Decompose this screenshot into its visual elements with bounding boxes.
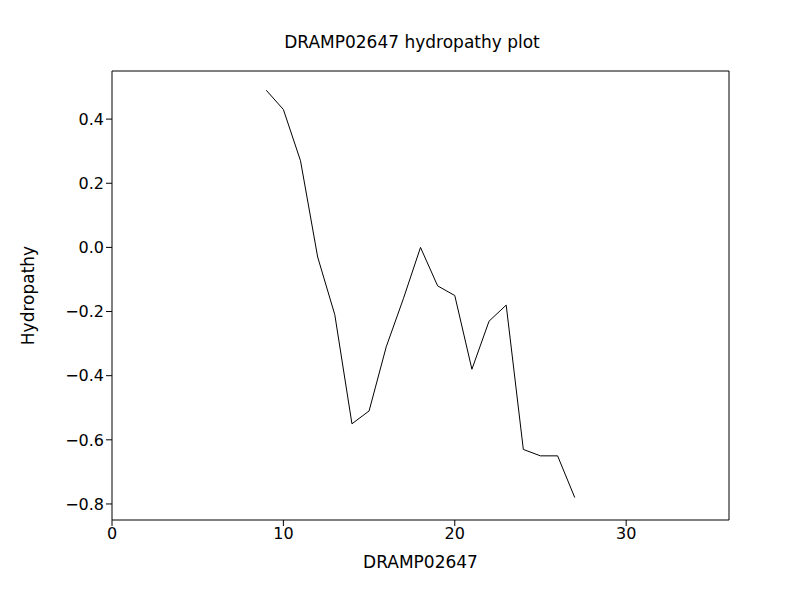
svg-text:−0.6: −0.6 [65,431,104,450]
svg-text:0: 0 [107,524,117,543]
svg-text:0.4: 0.4 [79,110,104,129]
svg-text:0.0: 0.0 [79,238,104,257]
svg-text:10: 10 [273,524,293,543]
svg-text:−0.8: −0.8 [65,495,104,514]
svg-text:−0.4: −0.4 [65,366,104,385]
svg-text:DRAMP02647 hydropathy plot: DRAMP02647 hydropathy plot [284,32,540,52]
svg-text:0.2: 0.2 [79,174,104,193]
svg-text:Hydropathy: Hydropathy [18,246,38,345]
svg-text:DRAMP02647: DRAMP02647 [363,552,478,572]
svg-text:30: 30 [616,524,636,543]
svg-text:20: 20 [445,524,465,543]
svg-text:−0.2: −0.2 [65,302,104,321]
